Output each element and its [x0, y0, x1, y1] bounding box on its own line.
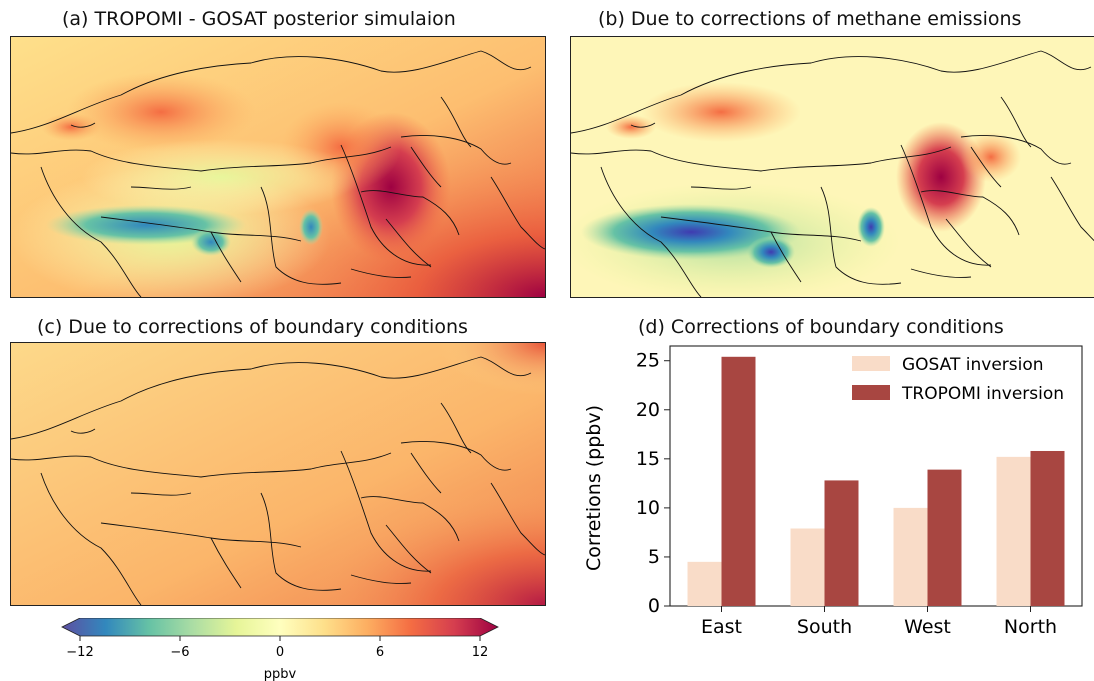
- colorbar-unit-label: ppbv: [264, 667, 297, 681]
- bar-tropomi-east: [721, 356, 756, 606]
- legend-swatch: [852, 385, 890, 400]
- bar-gosat-north: [996, 456, 1031, 606]
- plot-frame: [669, 345, 1083, 607]
- panel-b-title: (b) Due to corrections of methane emissi…: [598, 8, 1022, 30]
- panel-c-title: (c) Due to corrections of boundary condi…: [37, 316, 468, 338]
- bar-chart-bars: [687, 356, 1065, 606]
- panel-d-title: (d) Corrections of boundary conditions: [638, 316, 1004, 338]
- colorbar-tick-label: 6: [376, 645, 384, 660]
- y-tick-label: 0: [648, 595, 660, 617]
- bar-gosat-west: [893, 507, 928, 606]
- x-tick-label: West: [904, 616, 951, 638]
- colorbar-ramp: [61, 618, 499, 637]
- colorbar-tick-label: −6: [170, 645, 189, 660]
- bar-tropomi-west: [927, 469, 962, 606]
- y-tick-label: 15: [636, 448, 660, 470]
- colorbar-tick-label: −12: [66, 645, 93, 660]
- x-tick-label: North: [1004, 616, 1057, 638]
- y-axis-label: Corretions (ppbv): [583, 405, 605, 571]
- map-panel-a: [10, 36, 546, 298]
- bar-chart: 0 5 10 15 20 25 East South West North GOSAT inver…: [583, 345, 1083, 638]
- bar-chart-axes: 0 5 10 15 20 25 East South West North: [636, 345, 1083, 638]
- bar-chart-legend: GOSAT inversion TROPOMI inversion: [852, 355, 1064, 404]
- y-tick-label: 20: [636, 399, 660, 421]
- legend-swatch: [852, 356, 890, 371]
- map-panel-c: [10, 342, 546, 606]
- bar-gosat-east: [687, 561, 722, 606]
- y-tick-label: 10: [636, 497, 660, 519]
- bar-gosat-south: [790, 528, 825, 606]
- map-panel-b: [570, 36, 1094, 298]
- colorbar-tick-label: 0: [276, 645, 284, 660]
- bar-tropomi-north: [1030, 450, 1065, 606]
- y-tick-label: 5: [648, 546, 660, 568]
- colorbar-ticks: −12 −6 0 6 12: [66, 636, 488, 660]
- legend-label: GOSAT inversion: [902, 355, 1044, 375]
- legend-label: TROPOMI inversion: [901, 384, 1064, 404]
- y-tick-label: 25: [636, 350, 660, 372]
- panel-a-title: (a) TROPOMI - GOSAT posterior simulaion: [62, 8, 456, 30]
- colorbar: −12 −6 0 6 12 ppbv: [61, 618, 499, 681]
- colorbar-tick-label: 12: [472, 645, 489, 660]
- bar-tropomi-south: [824, 480, 859, 606]
- x-tick-label: South: [797, 616, 852, 638]
- x-tick-label: East: [701, 616, 742, 638]
